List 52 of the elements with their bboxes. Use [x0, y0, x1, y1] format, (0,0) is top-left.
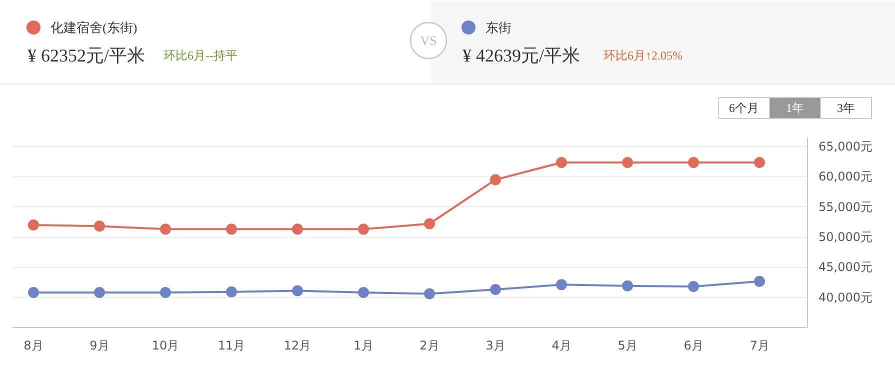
point — [424, 288, 436, 300]
x-tick-label: 5月 — [618, 338, 638, 352]
point — [754, 157, 766, 168]
legend-label: 东街 — [486, 20, 512, 35]
point — [28, 287, 39, 298]
text: 环比6月--持平 — [164, 48, 238, 62]
point — [622, 280, 634, 292]
x-tick-label: 6月 — [684, 338, 704, 352]
x-tick-label: 3月 — [486, 338, 506, 352]
y-tick-label: 60,000元 — [818, 170, 872, 184]
y-tick-label: 45,000元 — [818, 260, 872, 274]
y-tick-label: 65,000元 — [818, 140, 872, 154]
x-tick-label: 11月 — [218, 338, 246, 352]
point — [226, 224, 237, 235]
point — [292, 285, 303, 296]
text: 环比6月↑2.05% — [604, 48, 682, 62]
point — [28, 219, 39, 230]
x-tick-label: 9月 — [90, 338, 110, 352]
point — [556, 279, 568, 290]
point — [556, 157, 568, 168]
text: 6个月 — [729, 101, 759, 115]
text: VS — [420, 33, 437, 48]
point — [94, 287, 105, 298]
point — [754, 276, 766, 287]
point — [358, 287, 369, 298]
legend-label: 化建宿舍(东街) — [50, 20, 138, 35]
point — [292, 224, 303, 235]
text: ¥ 62352元/平米 — [28, 46, 146, 66]
text: 1年 — [786, 101, 804, 115]
x-tick-label: 8月 — [24, 338, 44, 352]
point — [490, 284, 502, 295]
y-tick-label: 40,000元 — [818, 290, 872, 304]
y-tick-label: 55,000元 — [818, 200, 872, 214]
x-tick-label: 12月 — [284, 338, 312, 352]
x-tick-label: 2月 — [420, 338, 440, 352]
x-tick-label: 1月 — [354, 338, 374, 352]
x-tick-label: 7月 — [750, 338, 770, 352]
point — [160, 287, 171, 298]
x-tick-label: 4月 — [552, 338, 572, 352]
text: ¥ 42639元/平米 — [462, 46, 580, 66]
point — [358, 224, 369, 235]
point — [424, 218, 436, 230]
x-tick-label: 10月 — [152, 338, 180, 352]
point — [94, 220, 105, 232]
point — [226, 286, 237, 298]
point — [688, 157, 700, 168]
point — [160, 224, 171, 235]
y-tick-label: 50,000元 — [818, 230, 872, 244]
point — [490, 174, 502, 186]
point — [688, 280, 700, 292]
point — [622, 157, 634, 168]
text: 3年 — [837, 101, 855, 115]
